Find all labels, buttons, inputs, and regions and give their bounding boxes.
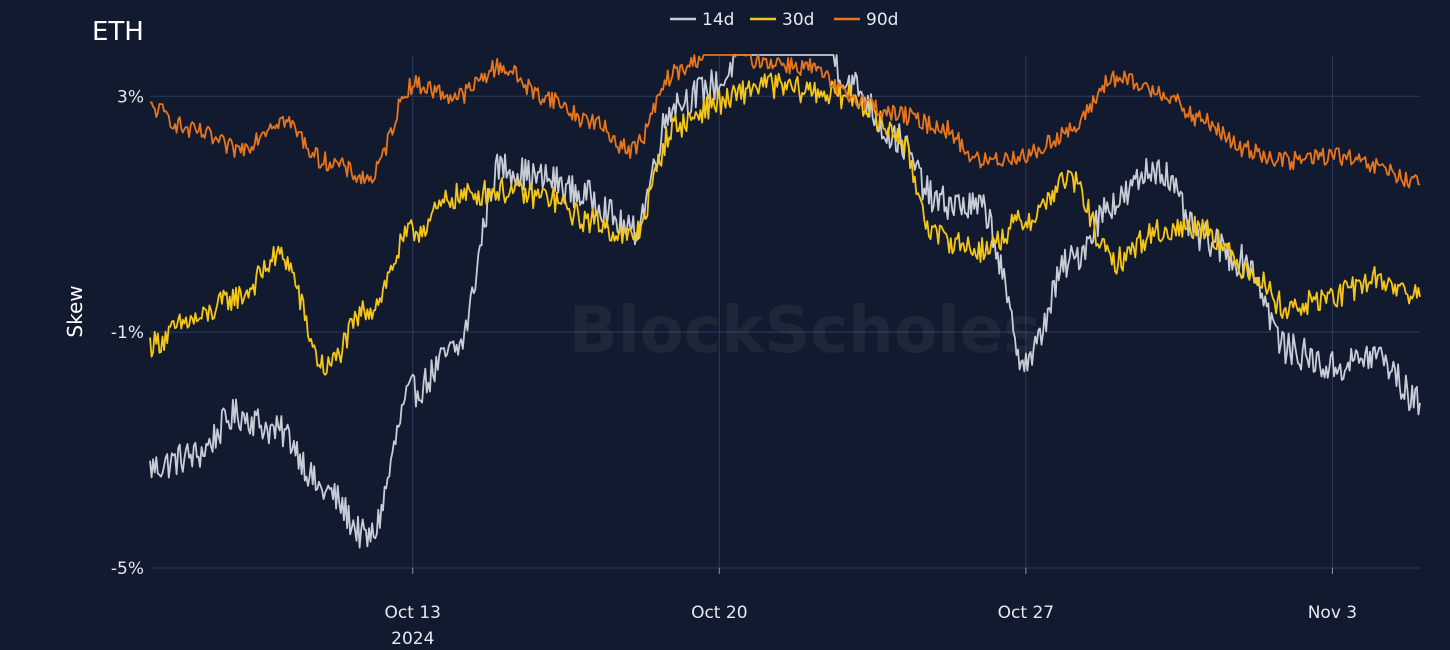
axis-layer: 3% -1% -5% Oct 13 2024 Oct 20 Oct 27 Nov 3 Skew <box>63 87 1357 649</box>
y-tick-label: -1% <box>111 323 144 343</box>
watermark-logo: BlockScholes <box>569 294 1041 368</box>
grid-layer <box>150 55 1420 569</box>
watermark-layer: BlockScholes <box>569 294 1041 368</box>
x-tick-label: Oct 13 <box>385 603 441 623</box>
legend-item-90d[interactable]: 90d <box>834 10 898 30</box>
series-line-30d <box>149 72 1421 376</box>
legend-item-30d[interactable]: 30d <box>750 10 814 30</box>
chart-title: ETH <box>92 17 144 47</box>
legend[interactable]: 14d 30d 90d <box>670 10 898 30</box>
x-tick-label: Oct 27 <box>998 603 1054 623</box>
legend-label: 30d <box>782 10 814 30</box>
series-line-90d <box>149 54 1421 189</box>
y-axis-title: Skew <box>63 285 87 337</box>
y-tick-label: 3% <box>117 87 144 107</box>
series-layer <box>149 54 1421 549</box>
y-tick-label: -5% <box>111 559 144 579</box>
x-tick-label: Nov 3 <box>1308 603 1357 623</box>
x-tick-label: Oct 20 <box>691 603 747 623</box>
x-tick-sublabel: 2024 <box>391 629 434 649</box>
legend-item-14d[interactable]: 14d <box>670 10 734 30</box>
series-line-14d <box>149 54 1421 549</box>
legend-label: 90d <box>866 10 898 30</box>
legend-label: 14d <box>702 10 734 30</box>
